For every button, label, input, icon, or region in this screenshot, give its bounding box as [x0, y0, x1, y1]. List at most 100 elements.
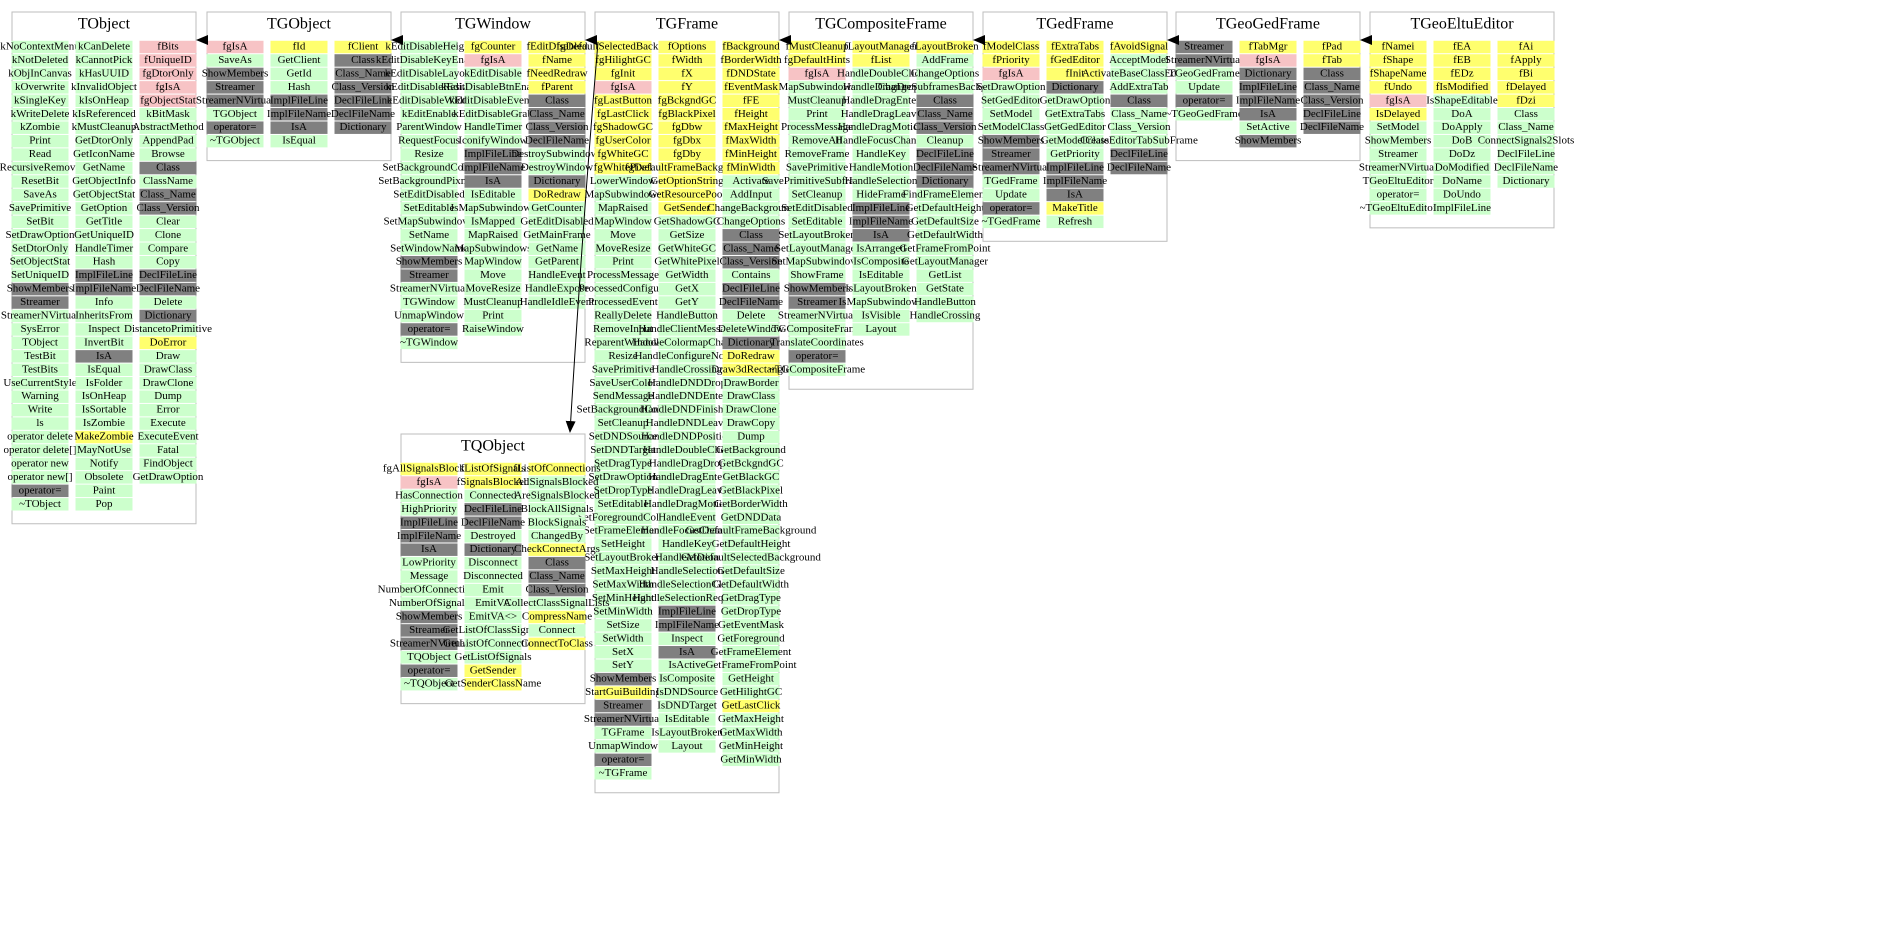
member-label: MapSubwindows: [454, 242, 531, 254]
member-bg: [11, 148, 69, 161]
member-bg: [788, 350, 846, 363]
member-label: GetDefaultSize: [717, 565, 785, 577]
member-bg: [982, 134, 1040, 148]
member-bg: [11, 296, 69, 309]
member-bg: [1433, 94, 1491, 108]
member-bg: [788, 148, 846, 161]
member-label: StreamerNVirtual: [1165, 54, 1243, 66]
member-bg: [788, 54, 846, 67]
member-label: GetForeground: [717, 632, 785, 644]
member-bg: [75, 175, 133, 188]
member-label: fSignalsBlocked: [457, 476, 530, 488]
member-bg: [206, 67, 264, 81]
member-label: MoveResize: [466, 283, 521, 295]
member-label: fHeight: [734, 108, 768, 120]
member-label: GetSenderClassName: [445, 678, 542, 690]
member-label: TGCompositeFrame: [772, 323, 863, 335]
member-label: ImplFileName: [1043, 175, 1107, 187]
member-label: IsShapeEditable: [1426, 94, 1498, 106]
member-label: GetHeight: [728, 673, 774, 685]
member-bg: [139, 403, 197, 417]
member-bg: [464, 242, 522, 255]
member-bg: [139, 390, 197, 403]
member-label: GetWhiteGC: [658, 242, 716, 254]
class-title: TObject: [78, 16, 131, 33]
member-label: SetFrameElement: [584, 525, 663, 537]
member-label: GetId: [286, 67, 312, 79]
member-label: IsA: [679, 646, 695, 658]
member-label: IsArranged: [856, 242, 906, 254]
member-label: UseCurrentStyle: [3, 377, 76, 389]
member-label: fExtraTabs: [1051, 41, 1099, 53]
member-label: fFE: [743, 94, 760, 106]
member-bg: [916, 255, 974, 269]
member-bg: [464, 516, 522, 530]
member-bg: [594, 632, 652, 646]
member-bg: [722, 54, 780, 67]
member-label: Class_Version: [914, 121, 977, 133]
member-label: GetName: [536, 242, 578, 254]
member-bg: [464, 81, 522, 94]
member-label: TestBit: [24, 350, 56, 362]
member-bg: [528, 269, 586, 282]
member-label: IsComposite: [659, 673, 715, 685]
member-label: EmitVA<>: [469, 610, 517, 622]
member-bg: [722, 121, 780, 134]
member-bg: [11, 444, 69, 457]
member-bg: [594, 40, 652, 54]
member-label: SetMapSubwindows: [771, 256, 862, 268]
member-label: Class_Name: [529, 108, 585, 120]
member-bg: [1303, 94, 1361, 108]
member-label: HandleMotion: [849, 162, 914, 174]
member-bg: [658, 161, 716, 175]
member-label: fUndo: [1384, 81, 1413, 93]
member-bg: [1239, 121, 1297, 134]
member-bg: [139, 309, 197, 323]
member-bg: [75, 403, 133, 417]
member-bg: [528, 530, 586, 543]
member-bg: [464, 323, 522, 336]
member-bg: [11, 134, 69, 148]
member-label: HandleDragEnter: [842, 94, 920, 106]
member-bg: [139, 108, 197, 121]
member-label: DeclFileName: [1494, 162, 1558, 174]
member-label: GetList: [929, 269, 962, 281]
member-label: Browse: [151, 148, 185, 160]
member-label: fBackground: [722, 41, 780, 53]
member-label: DoRedraw: [533, 188, 581, 200]
member-bg: [139, 471, 197, 484]
member-label: DoRedraw: [727, 350, 775, 362]
member-label: GetBackground: [716, 444, 786, 456]
member-bg: [1046, 161, 1104, 175]
member-bg: [658, 471, 716, 484]
member-label: Class_Version: [720, 256, 783, 268]
member-label: Update: [1188, 81, 1220, 93]
member-label: operator=: [602, 753, 645, 765]
member-bg: [139, 444, 197, 457]
member-bg: [594, 753, 652, 767]
member-bg: [11, 175, 69, 188]
member-bg: [400, 503, 458, 516]
member-label: HandleDragLeave: [647, 484, 728, 496]
member-bg: [464, 462, 522, 476]
member-bg: [1175, 54, 1233, 67]
member-label: kEditEnable: [402, 108, 456, 120]
member-bg: [658, 511, 716, 524]
member-label: fgIsA: [416, 476, 441, 488]
member-label: Delete: [154, 296, 183, 308]
member-label: TGeoGedFrame: [1168, 67, 1240, 79]
member-bg: [11, 81, 69, 94]
member-bg: [11, 403, 69, 417]
member-bg: [528, 543, 586, 556]
member-label: Resize: [608, 350, 637, 362]
member-bg: [658, 363, 716, 377]
member-bg: [658, 417, 716, 430]
member-label: Streamer: [20, 296, 60, 308]
member-label: GetSize: [670, 229, 705, 241]
member-bg: [400, 296, 458, 309]
member-bg: [528, 94, 586, 108]
member-label: IsMapSubwindows: [839, 296, 924, 308]
member-bg: [594, 538, 652, 551]
member-label: Draw3dRectangle: [711, 363, 791, 375]
member-label: GetClient: [278, 54, 321, 66]
